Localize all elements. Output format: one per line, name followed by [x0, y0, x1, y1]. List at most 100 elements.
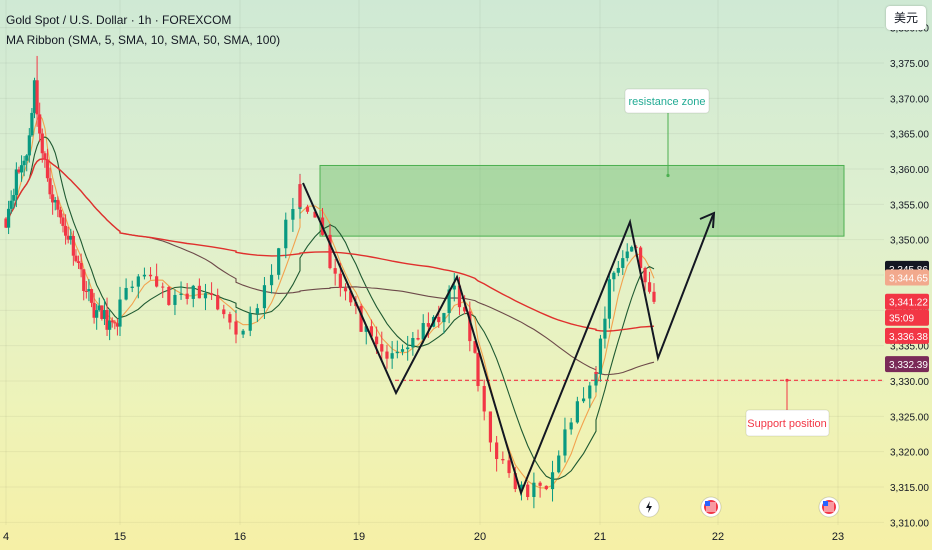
x-tick-label: 16 [234, 531, 246, 543]
candle-body [385, 351, 389, 359]
candle-body [328, 247, 332, 269]
candle-body [12, 195, 16, 201]
y-tick-label: 3,355.00 [890, 200, 929, 211]
flash-glyph [646, 501, 652, 513]
candle-body [437, 316, 441, 323]
currency-button[interactable]: 美元 [886, 6, 926, 30]
candle-body [110, 320, 114, 323]
candle-body [84, 291, 88, 293]
us-flag-icon[interactable] [818, 496, 840, 518]
candle-body [463, 307, 467, 312]
x-tick-label: 15 [114, 531, 126, 543]
candle-body [550, 472, 555, 490]
candle-body [400, 349, 405, 352]
candle-body [56, 200, 60, 210]
candle-body [173, 294, 177, 305]
price-label-text: 3,344.65 [889, 273, 928, 284]
candle-body [136, 276, 140, 287]
resistance-label-box[interactable] [624, 88, 710, 114]
candle-body [284, 219, 288, 249]
flash-icon[interactable] [638, 496, 660, 518]
candle-body [575, 401, 579, 423]
candle-body [115, 323, 120, 327]
candle-body [32, 80, 37, 113]
y-tick-label: 3,335.00 [890, 342, 929, 353]
candle-body [234, 321, 238, 335]
candle-body [95, 310, 99, 318]
candle-body [612, 272, 616, 280]
resistance-zone-anchor [666, 173, 670, 178]
candle-body [9, 200, 13, 209]
candle-body [507, 460, 511, 474]
symbol-title[interactable]: Gold Spot / U.S. Dollar · 1h · FOREXCOM [6, 13, 232, 27]
candle-body [191, 285, 195, 299]
price-label-2[interactable]: 3,341.22 [885, 293, 929, 310]
price-label-3[interactable]: 35:09 [885, 309, 929, 326]
candle-body [501, 459, 505, 461]
candle-body [241, 330, 245, 335]
candle-body [349, 291, 353, 303]
us-flag-icon[interactable] [700, 496, 722, 518]
candle-body [51, 194, 55, 203]
price-label-text: 3,332.39 [889, 360, 928, 371]
y-tick-label: 3,365.00 [890, 130, 929, 141]
candle-body [594, 371, 598, 375]
indicator-title[interactable]: MA Ribbon (SMA, 5, SMA, 10, SMA, 50, SMA… [6, 33, 281, 47]
candle-body [148, 274, 153, 277]
annotation-layer: Support position [302, 182, 884, 497]
candle-body [359, 306, 363, 332]
candle-body [473, 341, 477, 353]
candle-body [53, 200, 57, 203]
pattern-path[interactable] [302, 182, 714, 497]
candle-body [468, 311, 472, 342]
x-tick-label: 23 [832, 531, 844, 543]
candle-body [380, 344, 384, 352]
candle-body [482, 386, 486, 412]
support-anchor [785, 378, 789, 382]
candles-layer [4, 55, 656, 509]
candle-body [4, 218, 8, 228]
candle-body [652, 291, 656, 302]
price-label-text: 3,336.38 [889, 332, 928, 343]
price-label-4[interactable]: 3,336.38 [885, 327, 929, 344]
y-tick-label: 3,310.00 [890, 518, 929, 529]
candle-body [343, 288, 348, 292]
candle-body [209, 293, 214, 295]
candle-body [35, 80, 39, 115]
price-axis: 3,310.00 3,315.00 3,320.00 3,325.00 3,330.00… [885, 24, 929, 529]
candle-body [375, 336, 379, 345]
candle-body [108, 320, 112, 330]
y-tick-label: 3,360.00 [890, 165, 929, 176]
candle-body [222, 309, 226, 315]
candle-body [22, 160, 26, 166]
candle-body [298, 184, 302, 207]
candle-body [416, 337, 420, 340]
candle-body [643, 268, 647, 283]
candle-body [118, 299, 122, 320]
candle-body [45, 159, 50, 179]
candle-body [532, 482, 536, 498]
candle-body [248, 313, 252, 331]
candle-body [598, 338, 603, 375]
resistance-zone-box[interactable] [319, 164, 845, 237]
price-label-1[interactable]: 3,344.65 [885, 269, 929, 286]
price-label-box [885, 309, 929, 326]
price-label-5[interactable]: 3,332.39 [885, 356, 929, 373]
support-label-box[interactable] [745, 409, 830, 437]
candle-body [203, 293, 208, 299]
candle-body [102, 310, 107, 319]
y-tick-label: 3,370.00 [890, 94, 929, 105]
candle-body [124, 287, 128, 300]
candle-body [277, 248, 281, 275]
resistance-zone-layer: resistance zone [319, 88, 845, 237]
candle-body [333, 268, 337, 274]
candle-body [167, 287, 171, 305]
candle-body [63, 225, 68, 236]
candle-body [390, 353, 394, 359]
candle-body [100, 305, 104, 319]
ma-line-sma-10 [5, 136, 655, 480]
candle-body [25, 155, 29, 161]
candle-body [581, 398, 586, 402]
